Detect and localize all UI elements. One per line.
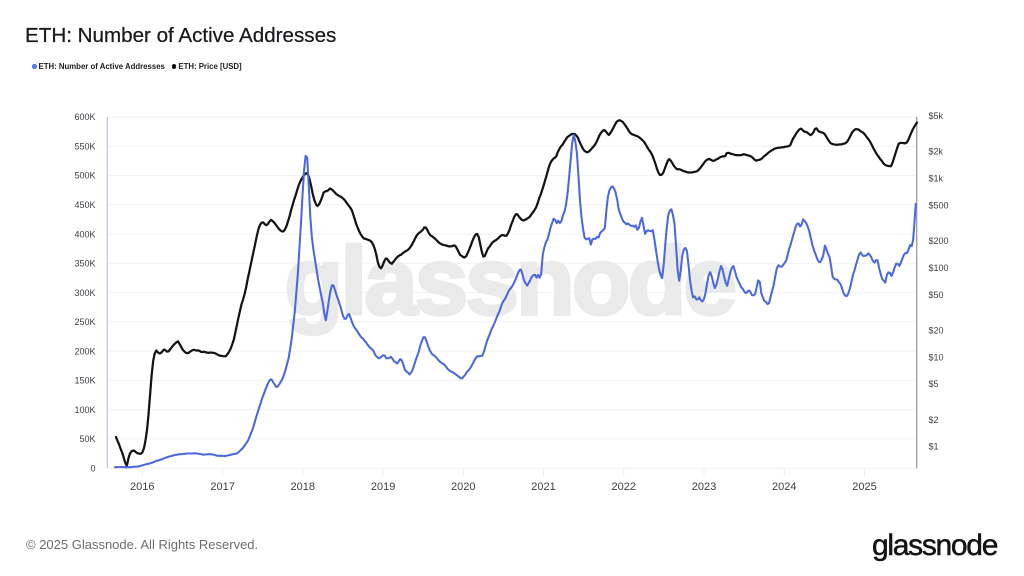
svg-text:2024: 2024 [772, 481, 796, 493]
svg-text:2023: 2023 [692, 481, 716, 493]
svg-text:350K: 350K [74, 259, 95, 269]
svg-text:250K: 250K [74, 317, 95, 327]
svg-text:600K: 600K [74, 112, 95, 122]
svg-text:50K: 50K [79, 434, 95, 444]
svg-text:2020: 2020 [451, 481, 475, 493]
svg-text:100K: 100K [74, 405, 95, 415]
svg-text:$2k: $2k [929, 147, 944, 157]
svg-text:$2: $2 [929, 415, 939, 425]
svg-text:300K: 300K [74, 288, 95, 298]
svg-text:$1k: $1k [929, 174, 944, 184]
svg-text:150K: 150K [74, 376, 95, 386]
svg-text:450K: 450K [74, 200, 95, 210]
svg-text:400K: 400K [74, 229, 95, 239]
svg-text:200K: 200K [74, 346, 95, 356]
svg-text:$10: $10 [929, 352, 944, 362]
svg-text:$1: $1 [929, 442, 939, 452]
svg-text:$100: $100 [929, 263, 949, 273]
svg-text:glassnode: glassnode [285, 228, 735, 335]
svg-text:550K: 550K [74, 142, 95, 152]
svg-text:$200: $200 [929, 236, 949, 246]
svg-text:2018: 2018 [291, 481, 315, 493]
svg-text:2021: 2021 [531, 481, 555, 493]
svg-text:2017: 2017 [210, 481, 234, 493]
svg-text:500K: 500K [74, 171, 95, 181]
svg-text:$20: $20 [929, 325, 944, 335]
svg-text:$5k: $5k [929, 111, 944, 121]
svg-text:$50: $50 [929, 290, 944, 300]
svg-text:2025: 2025 [852, 481, 876, 493]
svg-text:$5: $5 [929, 379, 939, 389]
svg-text:2019: 2019 [371, 481, 395, 493]
svg-text:2022: 2022 [612, 481, 636, 493]
svg-text:$500: $500 [929, 200, 949, 210]
svg-text:2016: 2016 [130, 481, 154, 493]
svg-text:0: 0 [90, 463, 95, 473]
